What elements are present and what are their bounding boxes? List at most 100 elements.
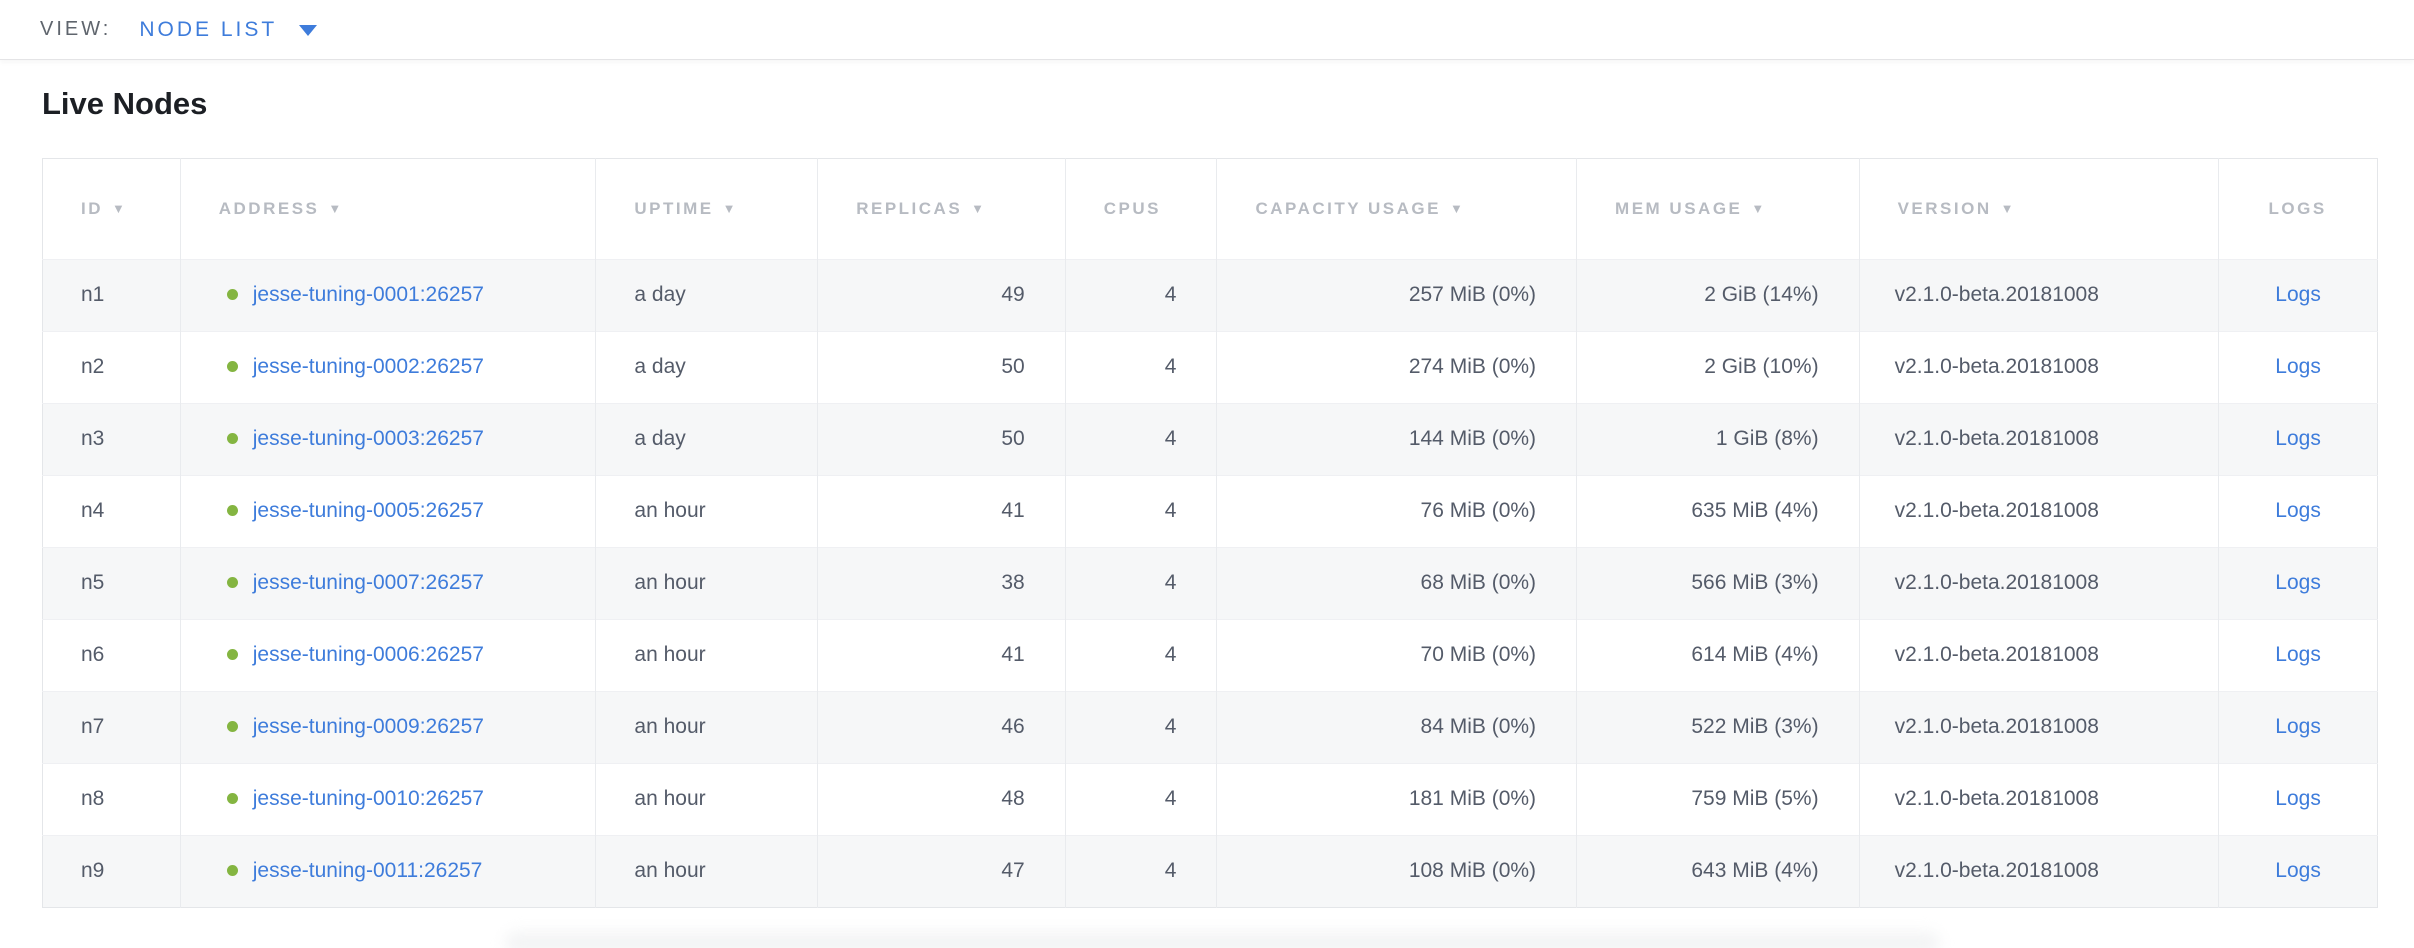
cell-version: v2.1.0-beta.20181008	[1858, 258, 2219, 332]
column-header-label: REPLICAS	[856, 198, 963, 218]
node-row-n1: n1 jesse-tuning-0001:26257 a day 49 4 257 MiB…	[42, 258, 2378, 332]
node-row-n2: n2 jesse-tuning-0002:26257 a day 50 4 274 MiB…	[42, 330, 2378, 404]
cell-mem: 2 GiB (10%)	[1576, 330, 1860, 404]
node-address-link[interactable]: jesse-tuning-0001:26257	[252, 283, 484, 307]
table-body: n1 jesse-tuning-0001:26257 a day 49 4 257 MiB…	[42, 258, 2378, 908]
node-live-status-icon	[226, 505, 238, 517]
cell-replicas: 41	[817, 618, 1066, 692]
node-address-link[interactable]: jesse-tuning-0009:26257	[252, 715, 484, 739]
cell-cpus: 4	[1064, 618, 1217, 692]
cell-mem: 1 GiB (8%)	[1576, 402, 1860, 476]
cell-mem: 635 MiB (4%)	[1576, 474, 1860, 548]
cell-cpus: 4	[1064, 690, 1217, 764]
cell-uptime: a day	[595, 330, 818, 404]
cell-id: n8	[42, 762, 181, 836]
cell-mem: 759 MiB (5%)	[1576, 762, 1860, 836]
sort-desc-icon: ▼	[722, 200, 738, 216]
node-logs-link[interactable]: Logs	[2275, 283, 2321, 307]
cell-logs: Logs	[2218, 690, 2378, 764]
cell-version: v2.1.0-beta.20181008	[1858, 474, 2219, 548]
node-logs-link[interactable]: Logs	[2275, 787, 2321, 811]
cell-address: jesse-tuning-0010:26257	[179, 762, 596, 836]
cell-uptime: an hour	[595, 690, 818, 764]
cell-version: v2.1.0-beta.20181008	[1858, 834, 2219, 908]
column-header-id[interactable]: ID ▼	[42, 158, 181, 260]
column-header-uptime[interactable]: UPTIME ▼	[595, 158, 818, 260]
column-header-capacity[interactable]: CAPACITY USAGE ▼	[1216, 158, 1577, 260]
node-logs-link[interactable]: Logs	[2275, 643, 2321, 667]
node-address-link[interactable]: jesse-tuning-0003:26257	[252, 427, 484, 451]
cell-replicas: 47	[817, 834, 1066, 908]
cell-logs: Logs	[2218, 618, 2378, 692]
cell-id: n3	[42, 402, 181, 476]
node-logs-link[interactable]: Logs	[2275, 427, 2321, 451]
node-address-link[interactable]: jesse-tuning-0002:26257	[252, 355, 484, 379]
cell-address: jesse-tuning-0007:26257	[179, 546, 596, 620]
node-logs-link[interactable]: Logs	[2275, 355, 2321, 379]
cell-replicas: 38	[817, 546, 1066, 620]
live-nodes-section: Live Nodes ID ▼ ADDRESS ▼ UPTIME ▼ REPLICAS ▼ CP…	[0, 86, 2414, 908]
cell-capacity: 257 MiB (0%)	[1216, 258, 1577, 332]
cell-capacity: 84 MiB (0%)	[1216, 690, 1577, 764]
column-header-label: CAPACITY USAGE	[1255, 198, 1441, 218]
cell-replicas: 48	[817, 762, 1066, 836]
cell-logs: Logs	[2218, 474, 2378, 548]
cell-address: jesse-tuning-0001:26257	[179, 258, 596, 332]
cell-uptime: an hour	[595, 546, 818, 620]
node-live-status-icon	[226, 361, 238, 373]
cell-capacity: 70 MiB (0%)	[1216, 618, 1577, 692]
column-header-cpus: CPUS	[1064, 158, 1217, 260]
column-header-version[interactable]: VERSION ▼	[1858, 158, 2219, 260]
cell-version: v2.1.0-beta.20181008	[1858, 762, 2219, 836]
cell-id: n9	[42, 834, 181, 908]
cell-capacity: 68 MiB (0%)	[1216, 546, 1577, 620]
node-live-status-icon	[226, 649, 238, 661]
sort-desc-icon: ▼	[2000, 200, 2016, 216]
cell-id: n5	[42, 546, 181, 620]
cell-address: jesse-tuning-0009:26257	[179, 690, 596, 764]
node-address-link[interactable]: jesse-tuning-0010:26257	[252, 787, 484, 811]
node-live-status-icon	[226, 721, 238, 733]
view-selector-dropdown[interactable]: NODE LIST	[139, 18, 318, 42]
cell-uptime: an hour	[595, 618, 818, 692]
column-header-label: VERSION	[1897, 198, 1992, 218]
node-live-status-icon	[226, 793, 238, 805]
node-address-link[interactable]: jesse-tuning-0007:26257	[252, 571, 484, 595]
sort-desc-icon: ▼	[112, 200, 128, 216]
cell-cpus: 4	[1064, 546, 1217, 620]
cell-id: n1	[42, 258, 181, 332]
column-header-label: ID	[81, 198, 103, 218]
node-row-n7: n7 jesse-tuning-0009:26257 an hour 46 4 84 Mi…	[42, 690, 2378, 764]
node-logs-link[interactable]: Logs	[2275, 499, 2321, 523]
node-live-status-icon	[226, 289, 238, 301]
view-bar: VIEW: NODE LIST	[0, 0, 2414, 60]
node-address-link[interactable]: jesse-tuning-0005:26257	[252, 499, 484, 523]
sort-desc-icon: ▼	[1449, 200, 1466, 216]
node-logs-link[interactable]: Logs	[2275, 571, 2321, 595]
node-row-n5: n5 jesse-tuning-0007:26257 an hour 38 4 68 Mi…	[42, 546, 2378, 620]
sort-desc-icon: ▼	[971, 200, 987, 216]
cell-id: n6	[42, 618, 181, 692]
node-address-link[interactable]: jesse-tuning-0006:26257	[252, 643, 484, 667]
cell-replicas: 50	[817, 402, 1066, 476]
node-row-n8: n8 jesse-tuning-0010:26257 an hour 48 4 181 M…	[42, 762, 2378, 836]
chevron-down-icon	[299, 25, 318, 36]
column-header-mem[interactable]: MEM USAGE ▼	[1576, 158, 1860, 260]
node-logs-link[interactable]: Logs	[2275, 715, 2321, 739]
cell-logs: Logs	[2218, 546, 2378, 620]
node-address-link[interactable]: jesse-tuning-0011:26257	[252, 859, 483, 883]
cell-capacity: 76 MiB (0%)	[1216, 474, 1577, 548]
cell-logs: Logs	[2218, 330, 2378, 404]
cell-replicas: 49	[817, 258, 1066, 332]
node-logs-link[interactable]: Logs	[2275, 859, 2321, 883]
cell-capacity: 108 MiB (0%)	[1216, 834, 1577, 908]
cell-mem: 2 GiB (14%)	[1576, 258, 1860, 332]
node-row-n4: n4 jesse-tuning-0005:26257 an hour 41 4 76 Mi…	[42, 474, 2378, 548]
column-header-replicas[interactable]: REPLICAS ▼	[817, 158, 1066, 260]
table-header-row: ID ▼ ADDRESS ▼ UPTIME ▼ REPLICAS ▼ CPUS CAPACITY …	[42, 158, 2378, 260]
live-nodes-table: ID ▼ ADDRESS ▼ UPTIME ▼ REPLICAS ▼ CPUS CAPACITY …	[42, 157, 2378, 908]
column-header-address[interactable]: ADDRESS ▼	[179, 158, 596, 260]
node-row-n6: n6 jesse-tuning-0006:26257 an hour 41 4 70 Mi…	[42, 618, 2378, 692]
cell-mem: 566 MiB (3%)	[1576, 546, 1860, 620]
node-row-n9: n9 jesse-tuning-0011:26257 an hour 47 4 108 M…	[42, 834, 2378, 908]
